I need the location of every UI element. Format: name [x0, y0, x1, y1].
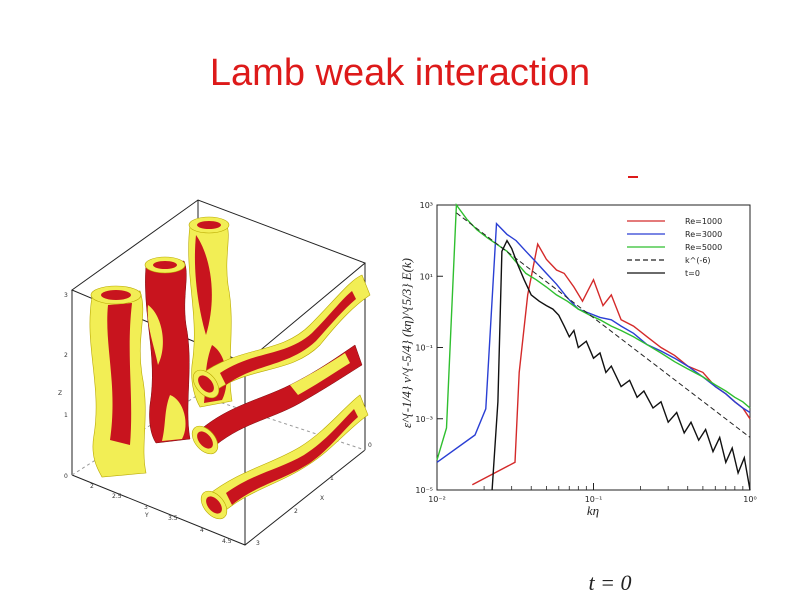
y-tick: 2.5: [112, 493, 122, 500]
vortex-tubes-3d-figure: Z Y X 0 1 2 3 2 2.5 3 3.5 4 4.5 0 1 2 3: [58, 199, 372, 547]
series-line-k-6-: [456, 212, 751, 438]
legend-label: Re=1000: [685, 217, 722, 226]
legend-label: k^(-6): [685, 256, 711, 265]
z-tick: 2: [64, 352, 68, 359]
red-dash-mark: [628, 176, 638, 178]
vortex-tube: [198, 375, 214, 393]
x-tick: 3: [256, 540, 260, 547]
y-tick: 4: [200, 527, 204, 534]
x-tick: 1: [330, 475, 334, 482]
axis-label-y: Y: [144, 512, 149, 519]
z-tick: 0: [64, 473, 68, 480]
slide-title: Lamb weak interaction: [209, 52, 591, 94]
axis-label-x: X: [320, 495, 324, 502]
vortex-tube: [197, 431, 213, 449]
vortex-tube: [107, 303, 132, 445]
y-tick: 2: [90, 483, 94, 490]
y-tick-label: 10¹: [420, 272, 433, 281]
legend-label: Re=5000: [685, 243, 722, 252]
y-tick: 3.5: [168, 515, 178, 522]
series-line-re-1000: [471, 242, 751, 486]
axis-annotations: Z Y X 0 1 2 3 2 2.5 3 3.5 4 4.5 0 1 2 3: [58, 292, 372, 547]
x-axis-label: kη: [587, 503, 599, 518]
axis-label-z: Z: [58, 390, 62, 397]
time-caption: t = 0: [588, 570, 632, 595]
y-tick-label: 10⁻⁵: [415, 486, 433, 495]
y-tick-label: 10⁻³: [415, 415, 433, 424]
vortex-tube: [290, 353, 350, 395]
vortex-tube: [101, 290, 131, 300]
series-line-t-0: [491, 239, 751, 491]
vortex-tube: [145, 260, 191, 444]
plot-area: 10⁻² 10⁻¹ 10⁰ 10⁻⁵ 10⁻³ 10⁻¹ 10¹ 10³ Re=1000 Re=3…: [415, 201, 756, 504]
vortex-tube: [147, 305, 163, 365]
vortex-tube: [153, 261, 177, 269]
horizontal-vortex-tubes: [191, 274, 371, 520]
vortex-tube: [162, 395, 186, 441]
series-line-re-3000: [436, 221, 751, 463]
y-tick: 4.5: [222, 538, 232, 545]
vortex-tube: [206, 496, 222, 514]
z-tick: 3: [64, 292, 68, 299]
x-tick-label: 10⁻²: [428, 495, 446, 504]
legend-label: Re=3000: [685, 230, 722, 239]
y-axis-label: ε^{-1/4} ν^{-5/4} (kη)^{5/3} E(k): [399, 258, 414, 428]
y-tick: 3: [144, 504, 148, 511]
x-tick: 2: [294, 508, 298, 515]
x-tick: 0: [368, 442, 372, 449]
legend-label: t=0: [685, 269, 700, 278]
energy-spectrum-chart: 10⁻² 10⁻¹ 10⁰ 10⁻⁵ 10⁻³ 10⁻¹ 10¹ 10³ Re=1000 Re=3…: [399, 201, 757, 518]
vortex-tube: [220, 291, 356, 385]
z-tick: 1: [64, 412, 68, 419]
y-tick-label: 10³: [420, 201, 433, 210]
vortex-tube: [194, 235, 212, 335]
vortex-tube: [197, 221, 221, 229]
x-tick-label: 10⁻¹: [585, 495, 603, 504]
series-line-re-5000: [436, 202, 751, 461]
y-tick-label: 10⁻¹: [415, 344, 433, 353]
vortex-tube: [226, 409, 358, 505]
x-tick-label: 10⁰: [743, 495, 756, 504]
